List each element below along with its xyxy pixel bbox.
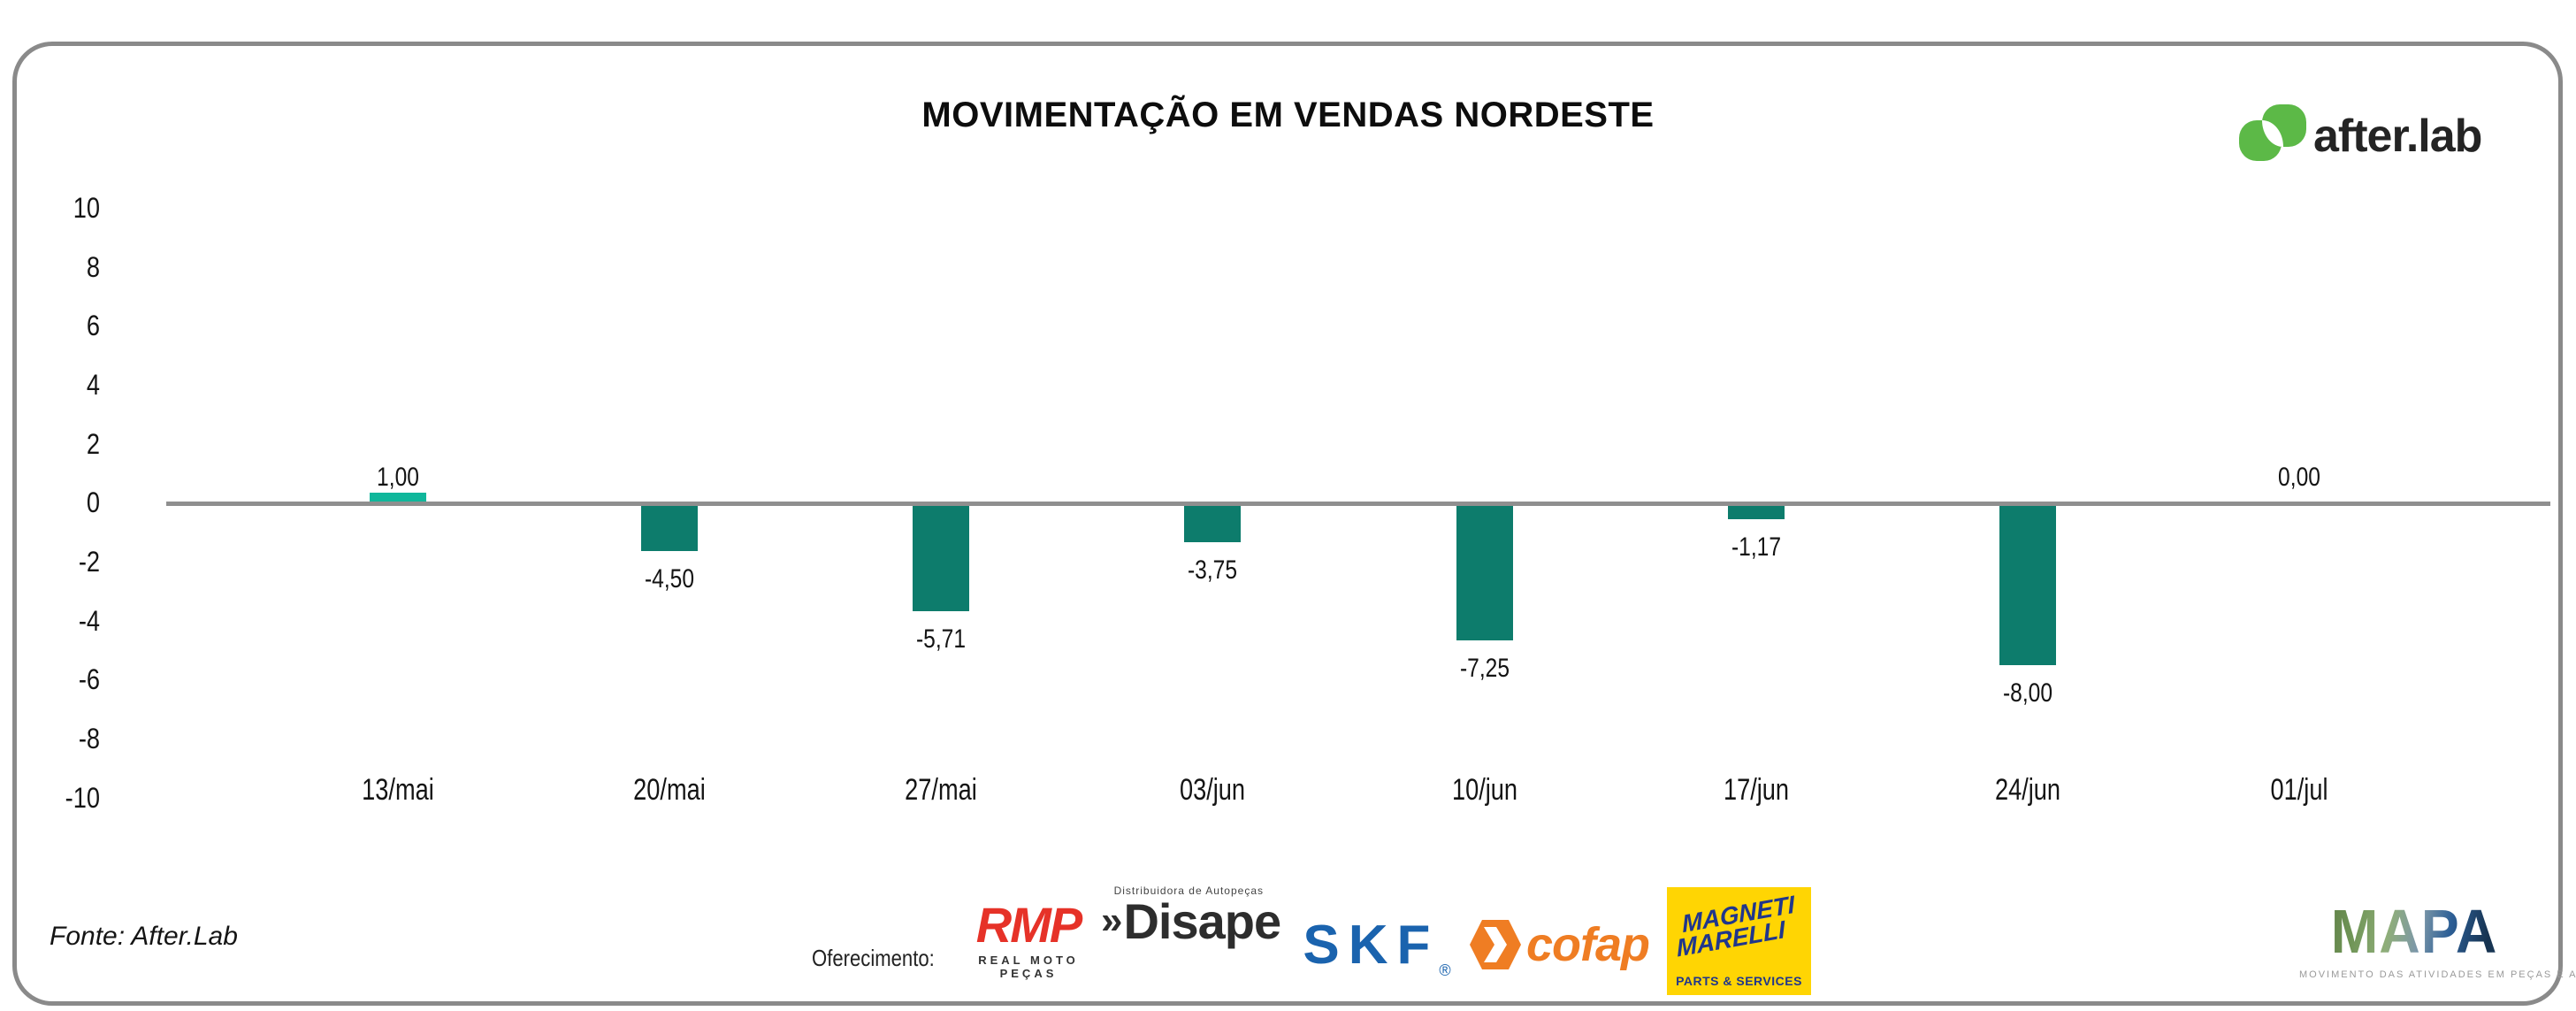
x-axis-category-label: 17/jun bbox=[1723, 773, 1789, 807]
skf-logo: SKF® bbox=[1284, 915, 1470, 979]
afterlab-wordmark: after.lab bbox=[2313, 111, 2482, 162]
data-bar bbox=[1456, 506, 1513, 640]
x-axis-category-label: 24/jun bbox=[1994, 773, 2060, 807]
rmp-logo: RMP REAL MOTO PEÇAS bbox=[962, 897, 1095, 981]
magneti-marelli-logo: MAGNETI MARELLI PARTS & SERVICES bbox=[1667, 887, 1811, 995]
bar-value-label: -8,00 bbox=[2002, 678, 2052, 708]
skf-wordmark: SKF® bbox=[1303, 915, 1451, 979]
y-axis-tick-label: -8 bbox=[78, 722, 100, 754]
bar-value-label: -4,50 bbox=[645, 564, 695, 594]
y-axis-tick-label: 10 bbox=[73, 192, 100, 224]
magneti-marelli-subtitle: PARTS & SERVICES bbox=[1676, 974, 1802, 988]
y-axis-tick-label: -4 bbox=[78, 604, 100, 637]
chart-title: MOVIMENTAÇÃO EM VENDAS NORDESTE bbox=[921, 96, 1655, 134]
x-axis-category-label: 03/jun bbox=[1180, 773, 1246, 807]
cofap-logo: cofap bbox=[1470, 918, 1650, 971]
data-bar bbox=[370, 493, 426, 502]
y-axis-tick-label: 8 bbox=[86, 250, 100, 283]
data-bar bbox=[1184, 506, 1242, 542]
disape-chevrons-icon: » bbox=[1101, 899, 1123, 942]
afterlab-leaf-icon bbox=[2239, 104, 2308, 163]
disape-wordmark: »Disape bbox=[1101, 893, 1281, 949]
disape-subtitle: Distribuidora de Autopeças bbox=[1113, 885, 1264, 897]
bar-value-label: -7,25 bbox=[1459, 654, 1510, 683]
rmp-subtitle: REAL MOTO PEÇAS bbox=[978, 954, 1079, 980]
bar-value-label: -1,17 bbox=[1731, 532, 1781, 562]
zero-baseline bbox=[166, 502, 2550, 506]
sponsor-label: Oferecimento: bbox=[812, 945, 935, 971]
chart-card bbox=[12, 42, 2563, 1006]
data-bar bbox=[1727, 506, 1785, 519]
rmp-wordmark: RMP bbox=[975, 897, 1082, 953]
mapa-subtitle: MOVIMENTO DAS ATIVIDADES EM PEÇAS E ACES… bbox=[2299, 969, 2576, 980]
registered-mark: ® bbox=[1439, 961, 1451, 979]
disape-logo: Distribuidora de Autopeças »Disape bbox=[1101, 885, 1281, 949]
data-bar bbox=[1999, 506, 2056, 665]
x-axis-category-label: 13/mai bbox=[362, 773, 434, 807]
bar-value-label: 1,00 bbox=[377, 463, 419, 492]
x-axis-category-label: 27/mai bbox=[905, 773, 978, 807]
y-axis-tick-label: 4 bbox=[86, 368, 100, 401]
data-bar bbox=[913, 506, 970, 611]
y-axis-tick-label: 2 bbox=[86, 427, 100, 460]
x-axis-category-label: 01/jul bbox=[2270, 773, 2328, 807]
magneti-marelli-wordmark: MAGNETI MARELLI bbox=[1675, 890, 1796, 962]
y-axis-tick-label: 6 bbox=[86, 310, 100, 342]
x-axis-category-label: 10/jun bbox=[1451, 773, 1517, 807]
mapa-wordmark: MAPA bbox=[2308, 900, 2519, 962]
y-axis-tick-label: -10 bbox=[65, 781, 100, 814]
y-axis-tick-label: 0 bbox=[86, 486, 100, 519]
x-axis-category-label: 20/mai bbox=[633, 773, 706, 807]
mapa-logo: MAPA MOVIMENTO DAS ATIVIDADES EM PEÇAS E… bbox=[2299, 900, 2576, 980]
bar-value-label: -3,75 bbox=[1188, 555, 1238, 585]
y-axis-tick-label: -6 bbox=[78, 663, 100, 696]
y-axis-tick-label: -2 bbox=[78, 545, 100, 578]
data-bar bbox=[641, 506, 699, 551]
bar-value-label: 0,00 bbox=[2278, 463, 2320, 492]
cofap-chevron-icon bbox=[1470, 920, 1521, 969]
bar-value-label: -5,71 bbox=[916, 624, 967, 654]
cofap-wordmark: cofap bbox=[1526, 918, 1650, 971]
source-note: Fonte: After.Lab bbox=[50, 922, 238, 951]
